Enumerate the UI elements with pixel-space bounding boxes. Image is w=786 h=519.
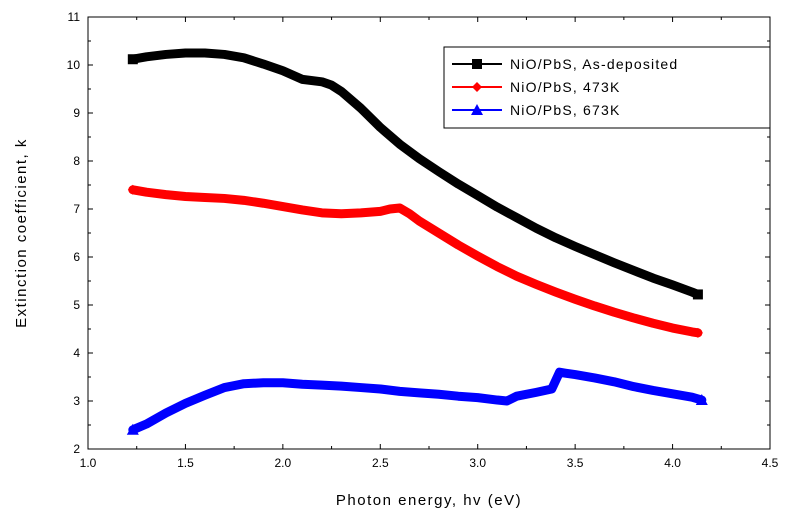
data-point — [127, 184, 138, 195]
legend-entry: NiO/PbS, 473K — [452, 79, 621, 95]
series-3 — [126, 367, 708, 435]
y-tick-label: 8 — [73, 154, 80, 168]
y-tick-label: 3 — [73, 394, 80, 408]
y-tick-label: 7 — [73, 202, 80, 216]
series-2 — [127, 184, 703, 338]
series-line — [128, 367, 707, 435]
legend-entry: NiO/PbS, 673K — [452, 102, 621, 118]
series-1 — [127, 48, 703, 300]
x-axis-title: Photon energy, hv (eV) — [336, 492, 522, 509]
legend-label: NiO/PbS, 473K — [510, 79, 621, 95]
x-tick-label: 3.0 — [469, 456, 486, 470]
x-tick-label: 4.5 — [762, 456, 779, 470]
legend-label: NiO/PbS, As-deposited — [510, 56, 678, 72]
x-tick-label: 4.0 — [664, 456, 681, 470]
legend-marker — [472, 59, 482, 69]
legend: NiO/PbS, As-deposited NiO/PbS, 473K NiO/Pb… — [443, 46, 771, 129]
y-tick-label: 2 — [73, 442, 80, 456]
y-tick-label: 6 — [73, 250, 80, 264]
y-tick-label: 5 — [73, 298, 80, 312]
data-point — [695, 394, 708, 406]
x-tick-label: 3.5 — [567, 456, 584, 470]
legend-label: NiO/PbS, 673K — [510, 102, 621, 118]
data-point — [692, 327, 703, 338]
y-tick-label: 4 — [73, 346, 80, 360]
data-point — [126, 423, 139, 435]
plot-series — [126, 48, 708, 435]
x-tick-label: 2.5 — [372, 456, 389, 470]
y-axis: 2 3 4 5 6 7 8 9 10 11 — [67, 10, 770, 456]
y-tick-label: 9 — [73, 106, 80, 120]
legend-entry: NiO/PbS, As-deposited — [452, 56, 678, 72]
series-line — [128, 185, 703, 338]
data-point — [692, 289, 703, 300]
legend-entries: NiO/PbS, As-deposited NiO/PbS, 473K NiO/Pb… — [452, 56, 678, 118]
x-tick-label: 1.0 — [80, 456, 97, 470]
x-axis: 1.0 1.5 2.0 2.5 3.0 3.5 4.0 4.5 — [80, 17, 779, 470]
data-point — [127, 54, 138, 65]
y-axis-title: Extinction coefficient, k — [13, 138, 30, 328]
legend-marker — [472, 82, 482, 92]
legend-marker — [471, 104, 483, 115]
x-tick-label: 1.5 — [177, 456, 194, 470]
series-line — [128, 48, 703, 299]
x-tick-label: 2.0 — [275, 456, 292, 470]
y-tick-label: 10 — [67, 58, 81, 72]
y-tick-label: 11 — [68, 10, 81, 24]
